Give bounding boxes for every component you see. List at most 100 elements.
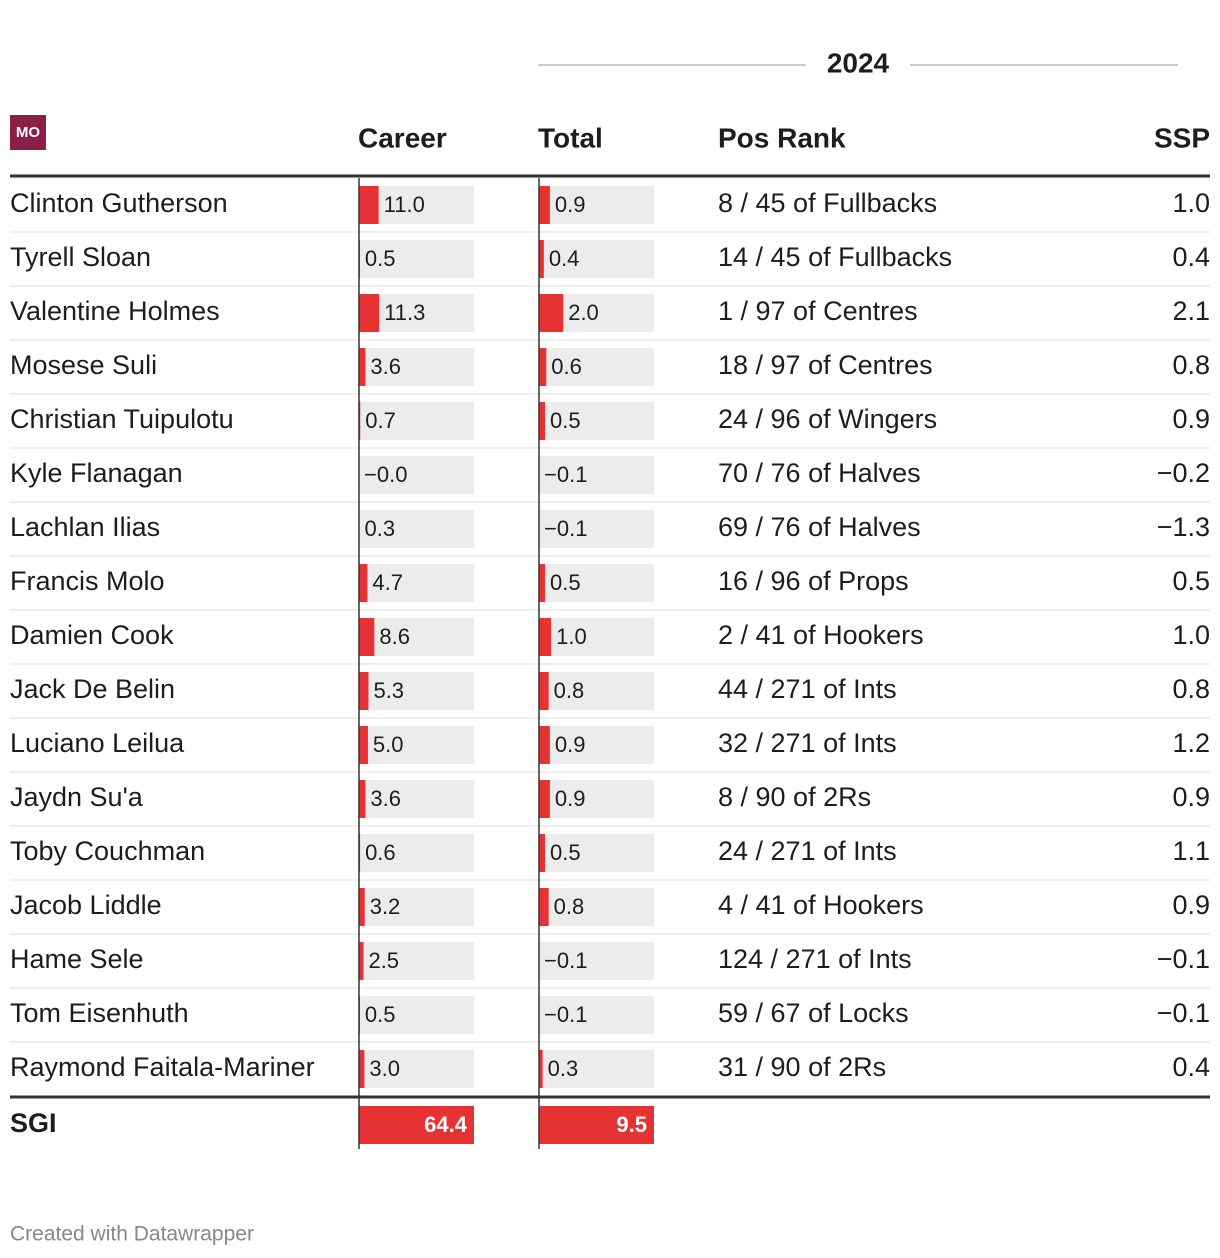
bar — [359, 348, 366, 386]
bar — [539, 618, 552, 656]
bar — [359, 672, 369, 710]
bar — [539, 564, 546, 602]
bar — [359, 564, 368, 602]
bar-label: 0.6 — [365, 840, 396, 865]
bar-bg — [359, 672, 474, 710]
bar-label: 0.4 — [549, 246, 580, 271]
bar-label: 0.5 — [550, 408, 581, 433]
ssp: 0.4 — [1172, 1052, 1210, 1082]
player-name: Hame Sele — [10, 944, 144, 974]
bar-label: 0.9 — [555, 192, 586, 217]
ssp: 0.9 — [1172, 890, 1210, 920]
ssp: −1.3 — [1157, 512, 1210, 542]
bar — [359, 888, 365, 926]
bar-label: 4.7 — [372, 570, 403, 595]
bar-label: 0.8 — [554, 678, 585, 703]
ssp: −0.1 — [1157, 998, 1210, 1028]
pos-rank: 70 / 76 of Halves — [718, 458, 921, 488]
bar-label: 0.8 — [554, 894, 585, 919]
bar — [359, 1106, 474, 1144]
bar-bg — [539, 402, 654, 440]
bar-label: 9.5 — [616, 1112, 647, 1137]
bar — [359, 186, 379, 224]
bar-bg — [359, 888, 474, 926]
ssp: −0.1 — [1157, 944, 1210, 974]
bar-label: −0.0 — [364, 462, 407, 487]
ssp: 0.9 — [1172, 404, 1210, 434]
bar-label: 2.0 — [568, 300, 599, 325]
pos-rank: 18 / 97 of Centres — [718, 350, 933, 380]
bar-bg — [539, 240, 654, 278]
bar-bg — [539, 942, 654, 980]
bar-bg — [359, 618, 474, 656]
ssp: 1.2 — [1172, 728, 1210, 758]
pos-rank: 4 / 41 of Hookers — [718, 890, 924, 920]
bar-label: −0.1 — [544, 516, 587, 541]
bar-label: 3.2 — [370, 894, 401, 919]
bar — [539, 726, 550, 764]
bar-bg — [359, 402, 474, 440]
bar-bg — [359, 996, 474, 1034]
ssp: 1.1 — [1172, 836, 1210, 866]
bar-label: 0.5 — [365, 1002, 396, 1027]
ssp: 0.8 — [1172, 350, 1210, 380]
bar-bg — [359, 942, 474, 980]
bar — [539, 348, 547, 386]
logo-text: MO — [16, 124, 40, 141]
bar-label: 3.6 — [370, 786, 401, 811]
pos-rank: 8 / 45 of Fullbacks — [718, 188, 937, 218]
bar — [359, 942, 364, 980]
bar-bg — [359, 240, 474, 278]
bar — [359, 294, 380, 332]
player-name: Jacob Liddle — [10, 890, 162, 920]
bar-label: 64.4 — [424, 1112, 468, 1137]
bar-bg — [539, 510, 654, 548]
pos-rank: 24 / 271 of Ints — [718, 836, 897, 866]
ssp: 2.1 — [1172, 296, 1210, 326]
bar-label: −0.1 — [544, 462, 587, 487]
pos-rank: 44 / 271 of Ints — [718, 674, 897, 704]
bar — [539, 888, 549, 926]
bar-label: 0.7 — [365, 408, 396, 433]
bar-label: 11.3 — [384, 300, 425, 325]
bar — [539, 1050, 543, 1088]
pos-rank: 2 / 41 of Hookers — [718, 620, 924, 650]
group-title: 2024 — [827, 47, 890, 78]
bar-label: 0.5 — [550, 840, 581, 865]
bar-label: 11.0 — [384, 192, 425, 217]
pos-rank: 32 / 271 of Ints — [718, 728, 897, 758]
ssp: 0.5 — [1172, 566, 1210, 596]
bar-bg — [359, 1050, 474, 1088]
credit: Created with Datawrapper — [10, 1223, 254, 1246]
ssp: 0.9 — [1172, 782, 1210, 812]
player-name: Mosese Suli — [10, 350, 157, 380]
bar-bg — [539, 618, 654, 656]
pos-rank: 124 / 271 of Ints — [718, 944, 912, 974]
pos-rank: 69 / 76 of Halves — [718, 512, 921, 542]
bar-bg — [359, 510, 474, 548]
bar — [539, 402, 546, 440]
bar — [539, 1106, 654, 1144]
bar-bg — [539, 888, 654, 926]
bar-bg — [539, 456, 654, 494]
bar-bg — [539, 348, 654, 386]
bar-bg — [359, 780, 474, 818]
pos-rank: 16 / 96 of Props — [718, 566, 909, 596]
pos-rank: 24 / 96 of Wingers — [718, 404, 937, 434]
bar — [359, 726, 368, 764]
player-name: Christian Tuipulotu — [10, 404, 234, 434]
bar-label: 0.5 — [550, 570, 581, 595]
bar-bg — [539, 726, 654, 764]
pos-rank: 59 / 67 of Locks — [718, 998, 909, 1028]
column-header: SSP — [1154, 122, 1210, 153]
bar-label: 0.5 — [365, 246, 396, 271]
total-name: SGI — [10, 1108, 57, 1138]
bar — [359, 780, 366, 818]
bar-label: 2.5 — [368, 948, 399, 973]
bar — [359, 1050, 365, 1088]
bar — [359, 618, 375, 656]
bar-bg — [539, 186, 654, 224]
player-name: Lachlan Ilias — [10, 512, 160, 542]
